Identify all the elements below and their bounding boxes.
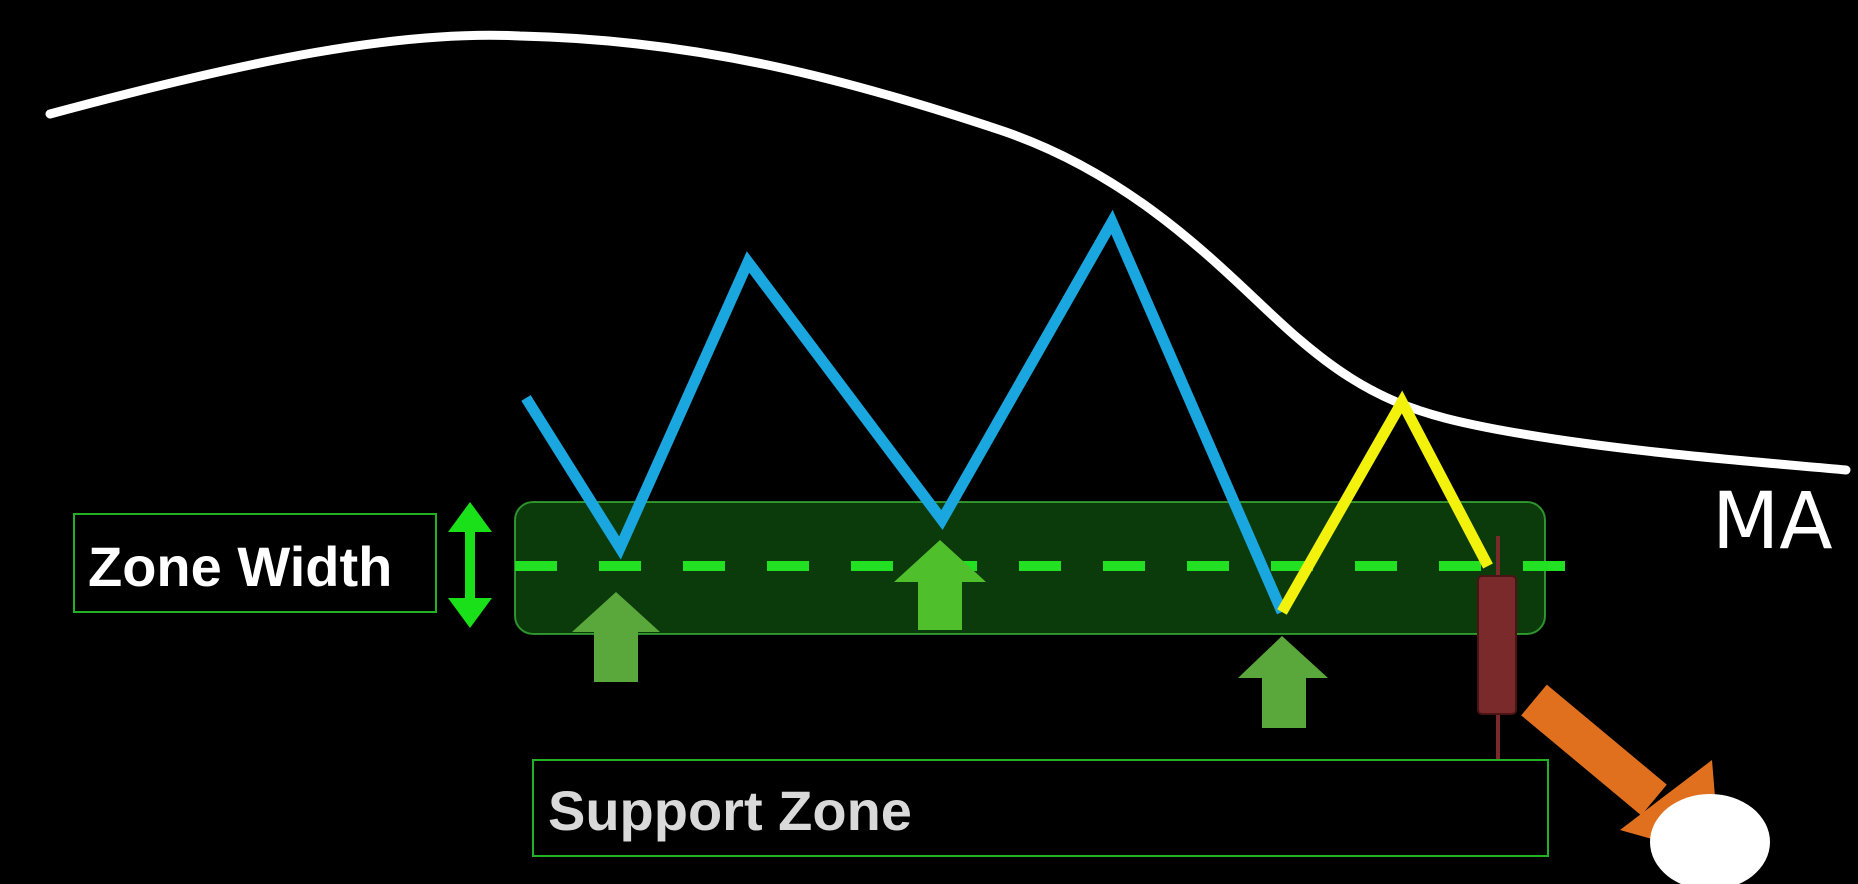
support-zone-label-box: [532, 759, 1549, 857]
support-zone-label: Support Zone: [548, 779, 912, 842]
bounce-arrow-2-icon: [894, 540, 986, 630]
white-blob: [1650, 794, 1770, 884]
bounce-arrow-1-icon: [572, 592, 660, 682]
zone-width-label-box: [73, 513, 437, 613]
zone-width-arrow-icon: [448, 502, 492, 628]
price-path: [521, 209, 1288, 615]
moving-average-label: MA: [1712, 477, 1833, 567]
zone-width-label: Zone Width: [88, 535, 392, 598]
moving-average-line: [45, 30, 1851, 475]
bounce-arrow-3-icon: [1238, 636, 1328, 728]
retest-path: [1277, 390, 1493, 615]
breakout-candle-icon: [1477, 575, 1517, 715]
